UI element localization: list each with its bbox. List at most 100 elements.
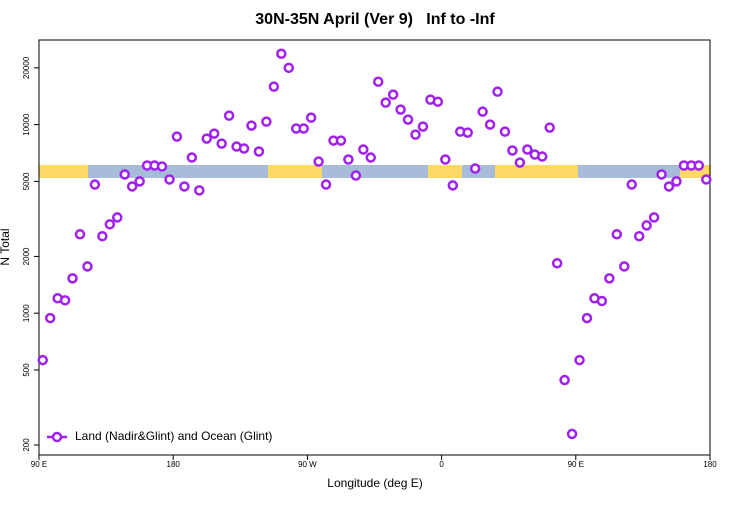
point xyxy=(626,179,637,190)
point xyxy=(372,76,384,87)
point xyxy=(104,219,116,230)
point xyxy=(656,169,667,180)
point xyxy=(633,230,645,242)
point xyxy=(671,176,682,187)
point xyxy=(507,145,518,156)
point xyxy=(402,114,414,125)
point xyxy=(387,89,399,100)
point xyxy=(156,161,168,172)
y-tick-label: 5000 xyxy=(22,172,31,190)
point xyxy=(112,212,123,223)
x-tick-label: 180 xyxy=(167,460,181,469)
point xyxy=(261,116,272,127)
point xyxy=(574,354,585,366)
point xyxy=(604,273,615,284)
point xyxy=(477,106,488,117)
point xyxy=(335,135,347,146)
point xyxy=(223,110,235,121)
point xyxy=(208,128,220,139)
point xyxy=(313,156,324,167)
point xyxy=(358,144,369,155)
point xyxy=(380,97,391,108)
x-tick-label: 180 xyxy=(703,460,717,469)
point xyxy=(171,131,183,142)
point xyxy=(551,258,563,269)
point xyxy=(581,312,593,324)
point xyxy=(469,163,481,174)
point xyxy=(253,146,265,157)
legend: Land (Nadir&Glint) and Ocean (Glint) xyxy=(47,429,272,443)
point xyxy=(305,112,317,123)
chart-title: 30N-35N April (Ver 9) Inf to -Inf xyxy=(255,11,495,28)
y-axis-label: N Total xyxy=(0,228,12,265)
point xyxy=(641,220,652,231)
point xyxy=(194,185,205,196)
point xyxy=(522,144,533,155)
point xyxy=(447,180,459,191)
y-tick-label: 500 xyxy=(22,363,31,377)
point xyxy=(216,138,227,149)
point xyxy=(298,123,309,134)
point xyxy=(44,312,56,324)
point xyxy=(201,133,212,144)
point xyxy=(701,174,712,185)
y-tick-label: 20000 xyxy=(22,56,31,79)
point xyxy=(693,160,705,171)
point xyxy=(238,143,250,154)
point xyxy=(67,273,78,284)
point xyxy=(432,96,444,107)
point xyxy=(559,374,570,386)
point xyxy=(283,62,295,74)
x-tick-label: 0 xyxy=(439,460,444,469)
point xyxy=(134,176,145,187)
y-tick-label: 1000 xyxy=(22,304,31,322)
point xyxy=(596,295,608,307)
point xyxy=(484,119,496,130)
point xyxy=(462,127,473,138)
point xyxy=(350,170,362,181)
point xyxy=(276,48,287,59)
y-tick-label: 10000 xyxy=(22,113,31,136)
x-tick-label: 90 E xyxy=(31,460,47,469)
point xyxy=(410,129,421,140)
point xyxy=(164,174,175,185)
x-tick-label: 90 E xyxy=(568,460,584,469)
point xyxy=(537,151,548,162)
point xyxy=(343,154,354,165)
point xyxy=(179,181,190,192)
point xyxy=(417,121,429,132)
point xyxy=(544,122,555,133)
point xyxy=(89,179,101,190)
point xyxy=(97,230,108,242)
point xyxy=(320,179,332,190)
point xyxy=(37,354,48,366)
point xyxy=(365,152,377,163)
point xyxy=(126,181,138,192)
point xyxy=(499,126,511,137)
legend-label: Land (Nadir&Glint) and Ocean (Glint) xyxy=(75,429,272,443)
point xyxy=(663,181,675,192)
point xyxy=(514,157,526,168)
legend-marker xyxy=(51,431,63,443)
point xyxy=(648,212,660,223)
y-tick-label: 200 xyxy=(22,438,31,452)
point xyxy=(74,229,86,240)
point xyxy=(492,86,503,97)
y-tick-label: 2000 xyxy=(22,247,31,265)
x-axis-label: Longitude (deg E) xyxy=(327,476,422,490)
point xyxy=(246,120,257,131)
plot-frame xyxy=(38,39,711,456)
x-tick-label: 90 W xyxy=(298,460,317,469)
point xyxy=(611,229,623,240)
point xyxy=(440,154,451,165)
point xyxy=(82,261,93,272)
point xyxy=(268,81,280,92)
point xyxy=(619,261,630,272)
point xyxy=(566,428,578,440)
point xyxy=(59,295,71,306)
point xyxy=(395,104,406,115)
land-ocean-band xyxy=(39,165,711,178)
point xyxy=(119,169,130,180)
point xyxy=(186,152,198,163)
